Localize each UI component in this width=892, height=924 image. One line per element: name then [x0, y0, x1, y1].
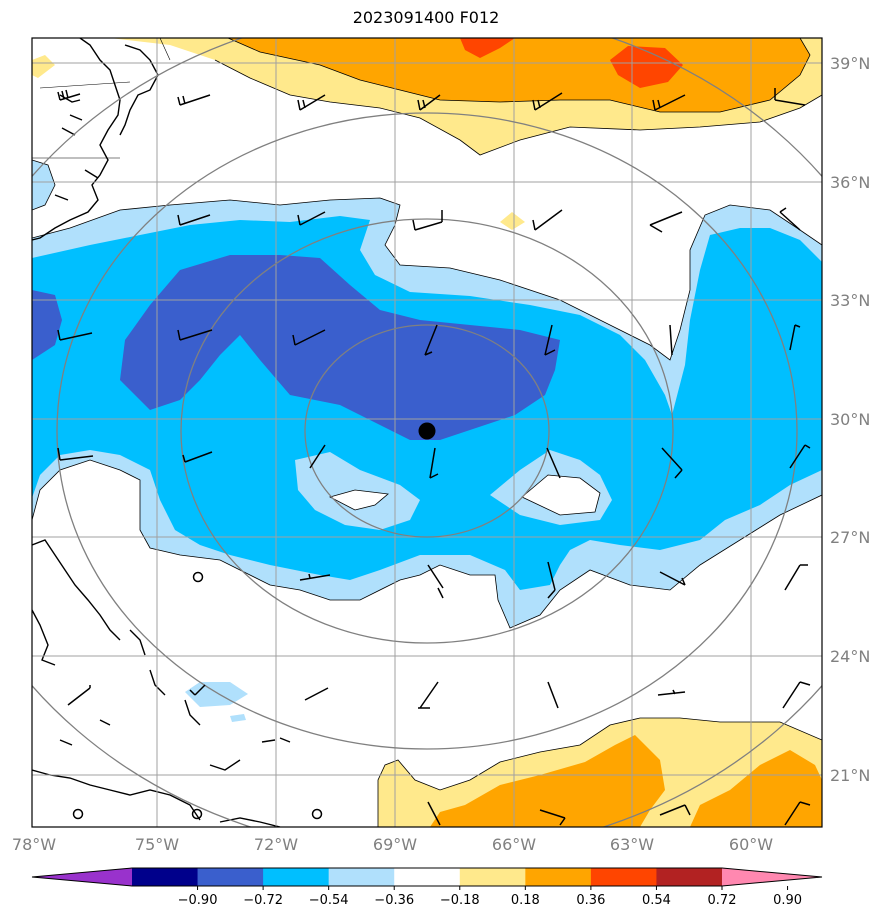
colorbar-tick-label: −0.18	[440, 893, 480, 908]
lat-label-36: 36°N	[830, 173, 870, 192]
colorbar-segment	[132, 868, 199, 886]
lon-label-63: 63°W	[610, 835, 654, 854]
contour-fill-light-blue-bahamas-2	[230, 714, 246, 722]
map-frame	[31, 37, 823, 828]
colorbar-tick-label: −0.54	[309, 893, 349, 908]
contour-fill-red-orange-1	[460, 38, 515, 58]
lon-label-60: 60°W	[729, 835, 773, 854]
contour-fill-dark-blue-west	[32, 290, 62, 360]
lon-label-69: 69°W	[373, 835, 417, 854]
colorbar-segment	[197, 868, 264, 886]
contour-fill-yellow-spot	[500, 212, 525, 230]
contour-fill-orange-south	[430, 735, 822, 827]
colorbar-tick-label: −0.90	[178, 893, 218, 908]
range-ring-outer	[56, 112, 798, 750]
lat-label-21: 21°N	[830, 766, 870, 785]
lon-label-78: 78°W	[12, 835, 56, 854]
wind-barbs	[57, 88, 811, 826]
latitude-labels: 39°N 36°N 33°N 30°N 27°N 24°N 21°N	[830, 54, 870, 785]
lon-label-66: 66°W	[492, 835, 536, 854]
state-borders	[32, 38, 171, 159]
lat-label-33: 33°N	[830, 291, 870, 310]
colorbar-segment	[525, 868, 592, 886]
colorbar-extend-low	[32, 868, 132, 886]
lon-label-72: 72°W	[254, 835, 298, 854]
calm-wind-markers	[72, 571, 323, 820]
range-ring-inner	[304, 324, 550, 538]
page-title: 2023091400 F012	[352, 8, 500, 27]
lon-label-75: 75°W	[135, 835, 179, 854]
grid-lines	[32, 38, 822, 827]
colorbar-tick-label: 0.18	[511, 893, 540, 908]
colorbar-segment	[394, 868, 461, 886]
colorbar-segment	[656, 868, 723, 886]
colorbar-segment	[590, 868, 657, 886]
colorbar-outline	[31, 867, 823, 887]
lat-label-30: 30°N	[830, 410, 870, 429]
lat-label-39: 39°N	[830, 54, 870, 73]
colorbar-segment	[459, 868, 526, 886]
colorbar-tick-label: 0.54	[642, 893, 671, 908]
contour-lines	[32, 38, 822, 827]
lat-label-27: 27°N	[830, 528, 870, 547]
contour-fill-white-hole-2	[522, 475, 600, 515]
range-rings	[32, 38, 822, 827]
colorbar-tick-label: −0.36	[374, 893, 414, 908]
colorbar: −0.90 −0.72 −0.54 −0.36 −0.18 0.18 0.36 0.54 0.7…	[31, 867, 823, 908]
map-area	[32, 38, 822, 827]
lat-label-24: 24°N	[830, 647, 870, 666]
colorbar-extend-high	[722, 868, 822, 886]
range-ring-middle	[180, 218, 674, 644]
colorbar-tick-label: 0.36	[576, 893, 605, 908]
coastlines	[32, 38, 291, 827]
colorbar-segment	[263, 868, 330, 886]
contour-fill-dark-blue-center	[120, 255, 560, 440]
colorbar-tick-label: 0.90	[773, 893, 802, 908]
contour-fill-light-blue-west	[32, 160, 55, 210]
colorbar-segment	[328, 868, 395, 886]
colorbar-tick-label: −0.72	[243, 893, 283, 908]
longitude-labels: 78°W 75°W 72°W 69°W 66°W 63°W 60°W	[12, 835, 773, 854]
colorbar-tick-label: 0.72	[708, 893, 737, 908]
contour-fill-red-orange-2	[610, 46, 683, 88]
storm-center-marker	[418, 422, 436, 440]
